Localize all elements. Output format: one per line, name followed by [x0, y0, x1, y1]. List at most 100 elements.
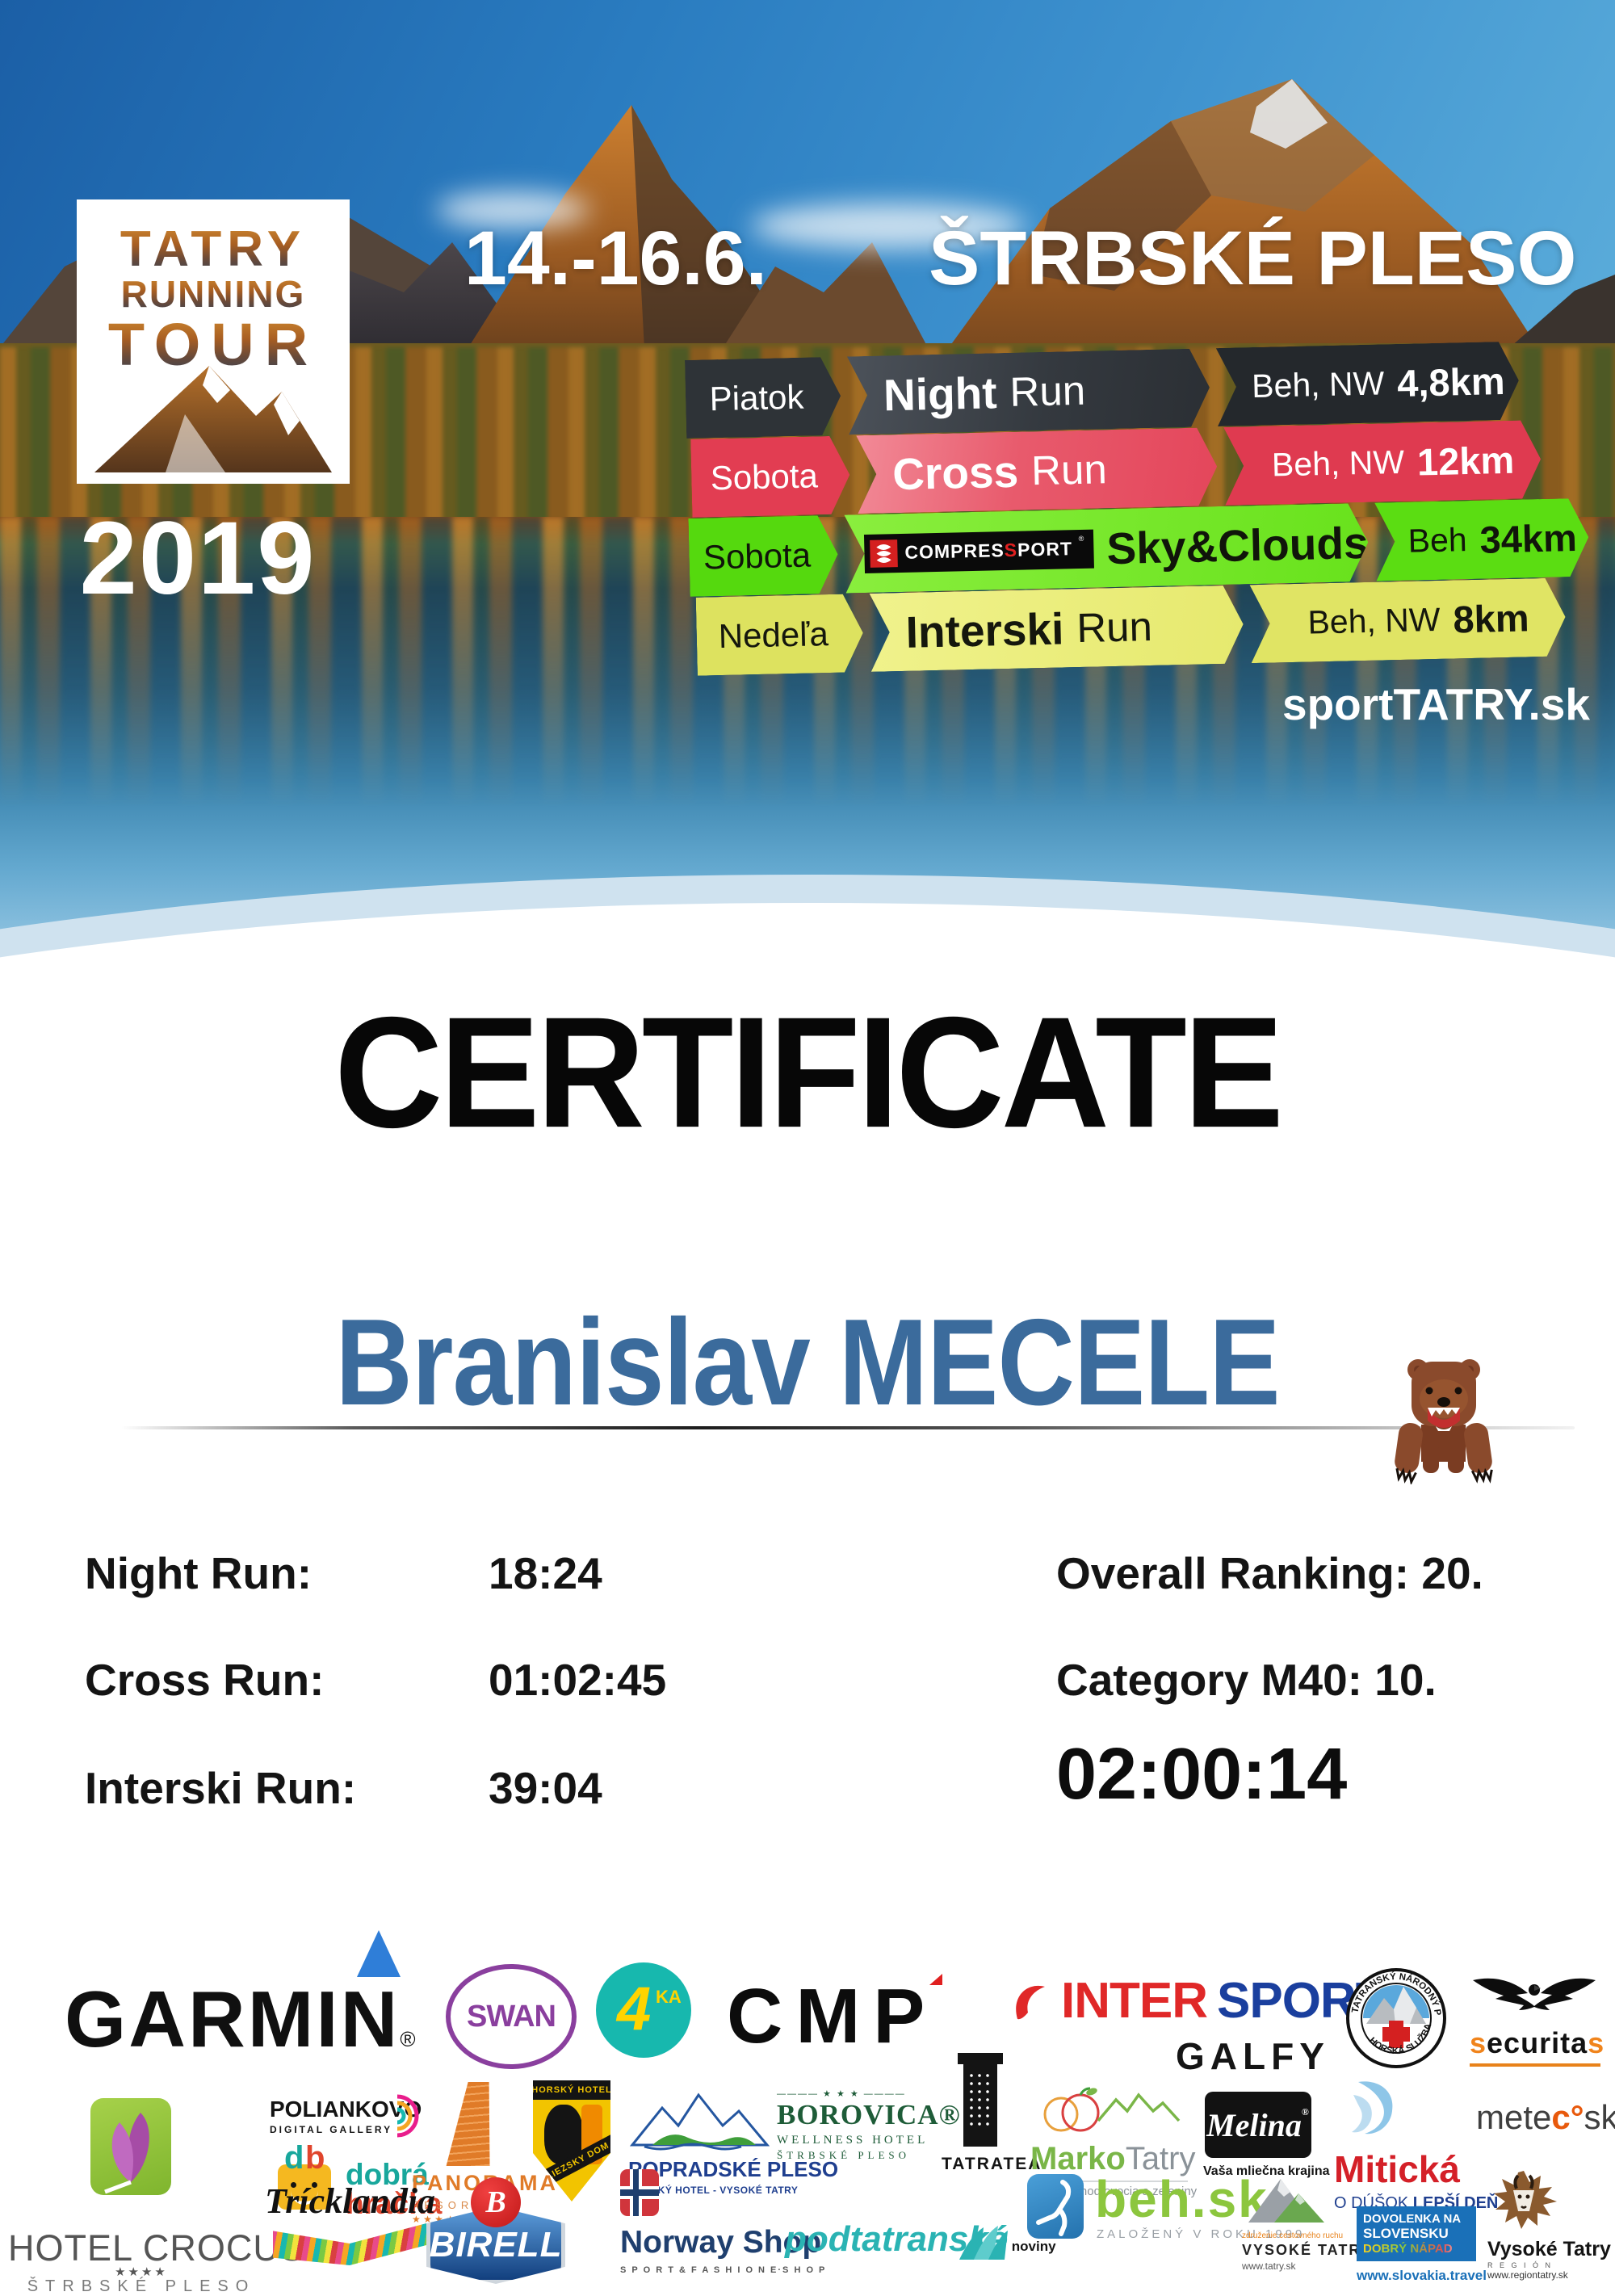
borovica-sub2: ŠTRBSKÉ PLESO	[777, 2149, 911, 2161]
borovica-text: BOROVICA®	[777, 2099, 961, 2130]
tatratea-logo: TATRATEA	[942, 2053, 1042, 2174]
logo-mountain-icon	[94, 366, 332, 472]
overall-ranking: Overall Ranking: 20.	[1056, 1548, 1483, 1598]
logo-word-tatry: TATRY	[77, 223, 350, 275]
behsk-sub: ZALOŽENÝ V ROKU 1999	[1097, 2227, 1306, 2241]
melina-text: Melina	[1206, 2106, 1302, 2143]
crocus-flower-icon	[90, 2098, 171, 2195]
result-value: 39:04	[489, 1763, 602, 1813]
category-ranking: Category M40: 10.	[1056, 1655, 1437, 1705]
meteo-accent: c°	[1551, 2098, 1584, 2136]
race-name: COMPRESSPORT ® Sky&Clouds	[844, 503, 1369, 594]
sliezsky-dom-top-text: HORSKÝ HOTEL	[533, 2080, 610, 2100]
hracka-text: hračka	[346, 2187, 443, 2220]
dovolenka-line2: SLOVENSKU	[1363, 2226, 1449, 2241]
race-distance: 34km	[1479, 515, 1578, 561]
race-name-bold: Cross	[891, 446, 1019, 499]
race-name-rest: Run	[1030, 446, 1108, 494]
popradske-pleso-sub: HORSKÝ HOTEL - VYSOKÉ TATRY	[628, 2185, 799, 2196]
borovica-logo: ———— ★ ★ ★ ———— BOROVICA® WELLNESS HOTEL…	[777, 2088, 961, 2162]
birell-b-icon: B	[471, 2177, 521, 2227]
meteo-sk-logo: metec°sk	[1476, 2098, 1615, 2137]
swan-text: SWAN	[467, 1999, 556, 2034]
melina-logo: Melina® Vaša mliečna krajina	[1203, 2092, 1330, 2179]
race-category: Beh, NW	[1251, 364, 1385, 405]
podtatranske-noviny-logo: podtatranské noviny	[785, 2219, 1056, 2260]
sliezsky-dom-logo: HORSKÝ HOTEL SLIEZSKY DOM	[531, 2080, 612, 2202]
birell-shield-icon: BIRELL	[426, 2206, 565, 2284]
dobra-hracka-d: d	[284, 2140, 304, 2176]
marko-tatry-fruit-icon	[1043, 2087, 1181, 2132]
garmin-text: GARMIN	[65, 1975, 401, 2063]
race-category: Beh	[1407, 521, 1468, 560]
race-day: Sobota	[688, 515, 838, 597]
securitas-s1: s	[1470, 2026, 1487, 2059]
intersport-swoosh-icon	[1016, 1985, 1045, 2019]
region-web: www.regiontatry.sk	[1487, 2269, 1568, 2281]
behsk-beh: beh	[1095, 2170, 1192, 2228]
tricklandia-logo: Trícklandia	[265, 2181, 435, 2265]
logo-word-tour: TOUR	[77, 313, 350, 376]
tricklandia-ribbon-icon	[273, 2223, 426, 2265]
securitas-mid: ecurita	[1487, 2026, 1588, 2059]
securitas-logo: securitas	[1470, 1975, 1605, 2067]
cmp-logo: CMP	[727, 1972, 943, 2061]
cmp-red-mark-icon	[929, 1974, 943, 1985]
race-name: Interski Run	[870, 585, 1244, 671]
meteo-text1: mete	[1476, 2098, 1552, 2136]
tatratea-text: TATRATEA	[942, 2155, 1042, 2173]
race-name-bold: Sky&Clouds	[1105, 517, 1370, 573]
race-day: Piatok	[685, 357, 841, 439]
tatry-running-tour-logo: TATRY RUNNING TOUR	[77, 199, 350, 484]
event-location: ŠTRBSKÉ PLESO	[929, 216, 1577, 301]
garmin-logo: GARMIN®	[65, 1930, 416, 2065]
podtatranske-pages-icon	[959, 2226, 1008, 2260]
birell-text: BIRELL	[429, 2225, 563, 2265]
race-name-rest: Run	[1076, 602, 1153, 652]
compressport-reg: ®	[1078, 534, 1084, 543]
securitas-s2: s	[1588, 2026, 1605, 2059]
result-value: 01:02:45	[489, 1655, 667, 1705]
galfy-text: GALFY	[1176, 2035, 1330, 2077]
race-name-bold: Night	[883, 367, 998, 420]
birell-b-letter: B	[485, 2185, 506, 2219]
melina-sub: Vaša mliečna krajina	[1203, 2164, 1330, 2178]
dovolenka-line3: DOBRÝ NÁPAD	[1363, 2242, 1470, 2256]
securitas-underline	[1470, 2063, 1600, 2067]
borovica-stars: ———— ★ ★ ★ ————	[777, 2089, 906, 2099]
melina-box-icon: Melina®	[1204, 2092, 1311, 2158]
norway-shop-logo: Norway Shop S P O R T & F A S H I O N E·…	[620, 2169, 827, 2275]
tatry-text: Tatry	[1125, 2141, 1196, 2176]
securitas-eagle-icon	[1473, 1978, 1596, 2010]
poliankovo-arcs-icon	[396, 2094, 419, 2138]
panorama-tower-icon	[447, 2082, 499, 2166]
tatratea-bottle-icon	[957, 2053, 1003, 2147]
norway-shop-sub: S P O R T & F A S H I O N E·S H O P	[620, 2265, 827, 2275]
compressport-text-2: PORT	[1017, 538, 1073, 560]
bear-mascot-icon	[1395, 1359, 1493, 1484]
horska-sluzba-emblem: TATRANSKÝ NÁRODNÝ PARK HORSKÁ SLUŽBA	[1342, 1960, 1447, 2073]
marko-text: Marko	[1030, 2141, 1126, 2176]
vysoke-tatry-region-logo: Vysoké Tatry R E G I Ó N www.regiontatry…	[1487, 2169, 1611, 2281]
cloud	[751, 204, 1026, 249]
race-info: Beh 34km	[1374, 498, 1589, 581]
popradske-pleso-mountains-icon	[629, 2092, 770, 2151]
norway-shop-text: Norway Shop	[620, 2225, 822, 2260]
slovakia-travel-logo: DOVOLENKA NA SLOVENSKU DOBRÝ NÁPAD www.s…	[1357, 2206, 1487, 2284]
event-date: 14.-16.6.	[464, 216, 767, 301]
swan-ellipse-icon: SWAN	[446, 1964, 577, 2069]
compressport-text: COMPRES	[904, 539, 1005, 563]
marko-divider	[1034, 2181, 1188, 2182]
zdruzenie-sub: združenie cestovného ruchu	[1242, 2231, 1344, 2240]
name-underline	[121, 1426, 1575, 1429]
norway-flag-icon	[620, 2169, 659, 2216]
cloud	[436, 192, 589, 228]
intersport-inter: INTER	[1061, 1973, 1208, 2029]
race-name: Night Run	[847, 348, 1210, 434]
logo-year: 2019	[79, 501, 317, 616]
compressport-red-s: S	[1004, 539, 1018, 561]
race-day: Sobota	[690, 435, 850, 517]
result-label: Night Run:	[85, 1548, 313, 1598]
dobra-hracka-icon	[278, 2164, 331, 2210]
